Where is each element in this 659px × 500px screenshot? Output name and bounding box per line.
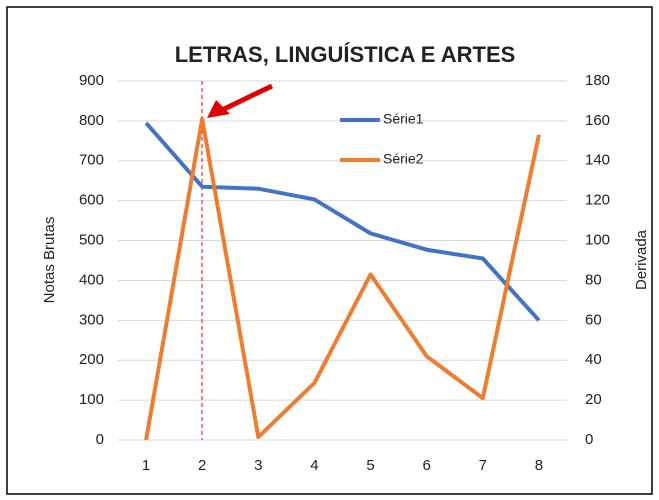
y-tick-label: 900 [79, 72, 104, 89]
y2-tick-label: 0 [585, 431, 593, 448]
x-tick-label: 3 [254, 457, 262, 474]
y2-tick-label: 140 [585, 152, 610, 169]
y2-tick-label: 100 [585, 232, 610, 249]
y-tick-label: 500 [79, 232, 104, 249]
y-tick-label: 400 [79, 271, 104, 288]
y2-tick-label: 60 [585, 311, 602, 328]
y-tick-label: 700 [79, 152, 104, 169]
y-tick-label: 100 [79, 391, 104, 408]
x-tick-label: 7 [479, 457, 487, 474]
x-tick-label: 4 [310, 457, 318, 474]
y2-axis-label: Derivada [633, 229, 650, 290]
x-tick-label: 5 [366, 457, 374, 474]
legend-label: Série2 [383, 151, 424, 167]
y-tick-label: 600 [79, 192, 104, 209]
y-tick-label: 800 [79, 112, 104, 129]
arrow-head [207, 100, 230, 118]
arrow-shaft [220, 83, 274, 113]
y-tick-label: 0 [96, 431, 104, 448]
chart-title: LETRAS, LINGUÍSTICA E ARTES [175, 42, 516, 67]
y2-tick-label: 180 [585, 72, 610, 89]
legend-label: Série1 [383, 111, 424, 127]
y2-tick-label: 40 [585, 351, 602, 368]
x-tick-label: 1 [142, 457, 150, 474]
chart-frame [6, 6, 653, 495]
series-line [144, 116, 541, 441]
y2-tick-label: 120 [585, 192, 610, 209]
y-tick-label: 300 [79, 311, 104, 328]
y2-tick-label: 20 [585, 391, 602, 408]
series-line [144, 121, 541, 322]
y2-tick-label: 80 [585, 271, 602, 288]
x-tick-label: 8 [535, 457, 543, 474]
x-tick-label: 6 [423, 457, 431, 474]
x-tick-label: 2 [198, 457, 206, 474]
y-tick-label: 200 [79, 351, 104, 368]
y2-tick-label: 160 [585, 112, 610, 129]
arrow [207, 83, 274, 118]
y-axis-label: Notas Brutas [41, 217, 58, 304]
